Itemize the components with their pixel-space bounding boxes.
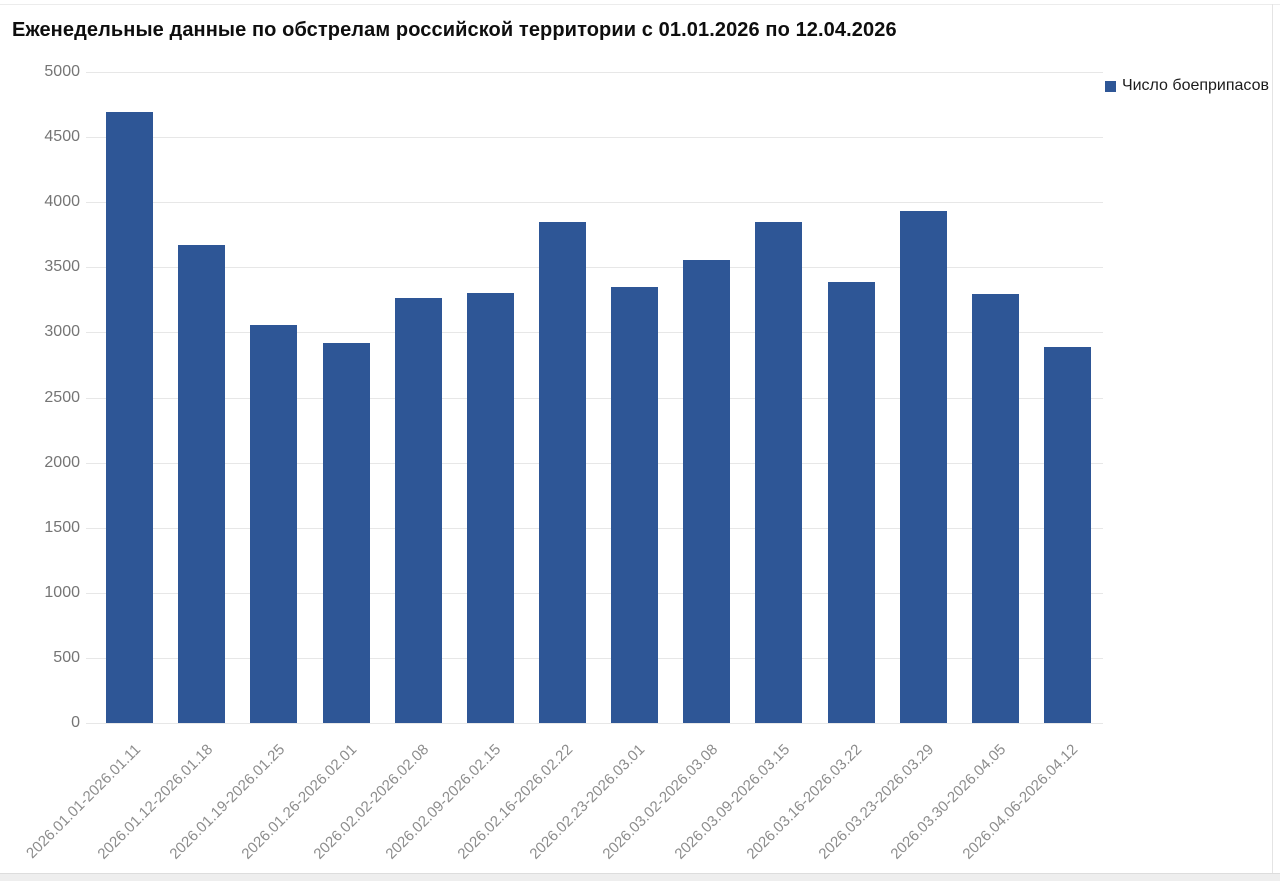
bar — [322, 343, 370, 723]
gridline — [86, 657, 1103, 659]
y-axis-label: 1500 — [44, 518, 80, 536]
legend-label: Число боеприпасов — [1121, 77, 1269, 94]
y-axis-label: 1000 — [44, 583, 80, 601]
y-axis-label: 4500 — [44, 128, 80, 146]
bar — [394, 297, 442, 723]
bar — [106, 112, 154, 723]
bar — [538, 222, 586, 723]
window-right-edge — [1272, 4, 1273, 873]
gridline — [86, 462, 1103, 464]
gridline — [86, 527, 1103, 529]
gridline — [86, 202, 1103, 204]
gridline — [86, 397, 1103, 399]
legend: Число боеприпасов — [1104, 77, 1269, 95]
window-bottom-edge — [0, 873, 1280, 881]
window-top-edge — [0, 4, 1280, 5]
y-axis-label: 3000 — [44, 323, 80, 341]
legend-marker-icon — [1104, 80, 1116, 92]
gridline — [86, 267, 1103, 269]
y-axis-label: 2500 — [44, 388, 80, 406]
gridline — [86, 332, 1103, 334]
y-axis-label: 0 — [71, 714, 80, 731]
gridline — [86, 137, 1103, 139]
gridline — [86, 72, 1103, 73]
x-axis-label: 2026.01.01-2026.01.11 — [22, 741, 144, 862]
y-axis-label: 3500 — [44, 258, 80, 276]
bar — [899, 211, 947, 723]
y-axis-label: 500 — [53, 648, 80, 666]
gridline — [86, 592, 1103, 594]
bar — [971, 293, 1019, 723]
bar — [827, 281, 875, 723]
chart-title: Еженедельные данные по обстрелам российс… — [12, 19, 897, 41]
y-axis-label: 4000 — [44, 193, 80, 211]
bar — [611, 286, 659, 723]
bar — [178, 244, 226, 723]
bar — [466, 292, 514, 723]
bar — [1043, 347, 1091, 723]
bar — [250, 325, 298, 723]
y-axis-label: 5000 — [44, 63, 80, 80]
bar — [755, 222, 803, 723]
gridline — [86, 723, 1103, 724]
y-axis-label: 2000 — [44, 453, 80, 471]
bar — [683, 260, 731, 723]
